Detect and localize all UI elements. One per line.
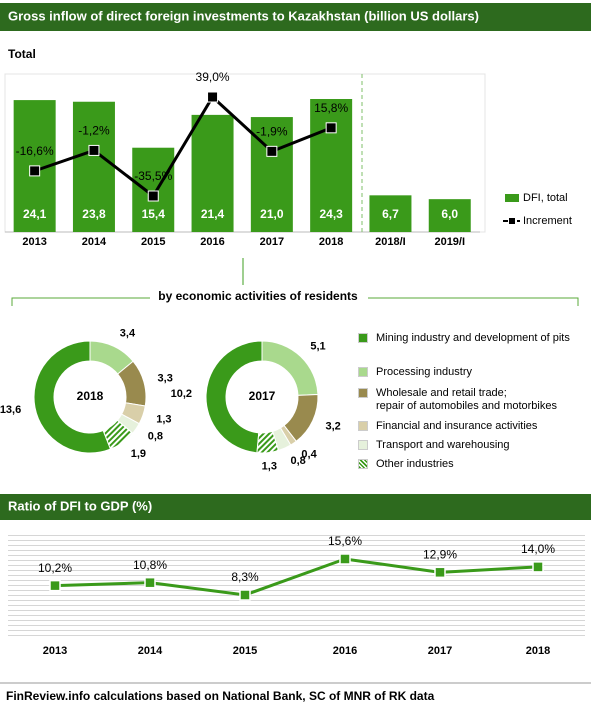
donut-segment (205, 340, 263, 454)
legend-swatch (358, 333, 368, 343)
header-bar (0, 3, 591, 31)
donut-center-label: 2017 (249, 389, 276, 403)
line-marker (239, 589, 251, 601)
bar-label: 15,4 (142, 207, 166, 221)
x-tick-label: 2016 (333, 645, 357, 657)
bar-label: 24,3 (319, 207, 343, 221)
line-label: -1,2% (78, 124, 110, 138)
section-title: by economic activities of residents (158, 289, 358, 303)
x-tick-label: 2017 (428, 645, 452, 657)
legend-item: Other industries (358, 458, 591, 471)
x-tick-label: 2018 (319, 236, 343, 248)
line-label: 10,2% (38, 561, 72, 575)
x-tick-label: 2015 (233, 645, 257, 657)
line-marker (266, 145, 278, 157)
bar-label: 21,4 (201, 207, 225, 221)
page-title: Gross inflow of direct foreign investmen… (8, 8, 479, 23)
line-marker (325, 122, 337, 134)
line (34, 94, 332, 199)
x-tick-label: 2014 (82, 236, 107, 248)
segment-label: 0,4 (301, 449, 317, 461)
legend-item: Wholesale and retail trade; repair of au… (358, 387, 591, 413)
segment-label: 3,4 (120, 328, 136, 340)
chart-title: Ratio of DFI to GDP (%) (8, 498, 152, 513)
legend-item: Financial and insurance activities (358, 420, 591, 433)
line-label: -35,5% (134, 169, 172, 183)
line-label: -16,6% (16, 144, 54, 158)
line-marker (49, 579, 61, 592)
donut-segment (256, 430, 280, 454)
legend-swatch (509, 218, 515, 224)
legend-item: Processing industry (358, 366, 591, 379)
segment-label: 3,2 (326, 420, 341, 432)
legend-item: Mining industry and development of pits (358, 332, 591, 345)
bar-label: 6,0 (441, 207, 458, 221)
chart-title: Total (8, 47, 36, 61)
legend-swatch (358, 388, 368, 398)
x-tick-label: 2016 (200, 236, 224, 248)
line-marker (434, 566, 446, 579)
bar-label: 23,8 (82, 207, 106, 221)
bar-label: 6,7 (382, 207, 399, 221)
legend-swatch (358, 440, 368, 450)
line-marker (339, 553, 351, 565)
legend-swatch (358, 459, 368, 469)
bar (428, 199, 471, 232)
line-label: 39,0% (196, 70, 230, 84)
x-tick-label: 2019/I (434, 236, 465, 248)
line-label: 15,6% (328, 534, 362, 548)
line-label: 10,8% (133, 558, 167, 572)
bar-label: 24,1 (23, 207, 47, 221)
bar (132, 147, 175, 232)
x-tick-label: 2013 (43, 645, 67, 657)
legend-label: DFI, total (523, 192, 568, 204)
x-tick-label: 2015 (141, 236, 165, 248)
line-marker (88, 144, 100, 156)
legend-swatch (358, 421, 368, 431)
x-tick-label: 2017 (260, 236, 284, 248)
x-tick-label: 2018/I (375, 236, 406, 248)
segment-label: 1,3 (262, 461, 277, 473)
line-marker (532, 561, 544, 573)
line-marker (144, 576, 156, 589)
source-note: FinReview.info calculations based on Nat… (6, 689, 435, 703)
x-tick-label: 2013 (22, 236, 46, 248)
bar (250, 117, 293, 232)
segment-label: 10,2 (171, 388, 192, 400)
bar (369, 195, 412, 232)
section-bar (0, 494, 591, 520)
bar (310, 99, 353, 232)
segment-label: 0,8 (148, 430, 163, 442)
legend-swatch (505, 194, 519, 202)
donut-segment (102, 419, 134, 450)
legend-item: Transport and warehousing (358, 439, 591, 452)
line-label: 12,9% (423, 547, 457, 561)
segment-label: 5,1 (310, 340, 325, 352)
line-label: 15,8% (314, 101, 348, 115)
legend-label: Increment (523, 215, 572, 227)
bar-label: 21,0 (260, 207, 284, 221)
bar (191, 114, 234, 232)
line-marker (207, 91, 219, 103)
line (54, 557, 539, 597)
x-tick-label: 2018 (526, 645, 550, 657)
line-label: 14,0% (521, 542, 555, 556)
line-label: -1,9% (256, 125, 288, 139)
segment-label: 0,8 (290, 455, 305, 467)
segment-label: 3,3 (158, 373, 173, 385)
line-marker (147, 190, 159, 202)
donut-segment (33, 340, 112, 454)
line-label: 8,3% (231, 570, 259, 584)
segment-label: 1,9 (131, 448, 146, 460)
donut-center-label: 2018 (77, 389, 104, 403)
x-tick-label: 2014 (138, 645, 163, 657)
segment-label: 13,6 (0, 404, 21, 416)
line-marker (29, 165, 41, 177)
legend-swatch (358, 367, 368, 377)
bracket (11, 297, 579, 306)
bar (72, 101, 115, 232)
segment-label: 1,3 (156, 414, 171, 426)
